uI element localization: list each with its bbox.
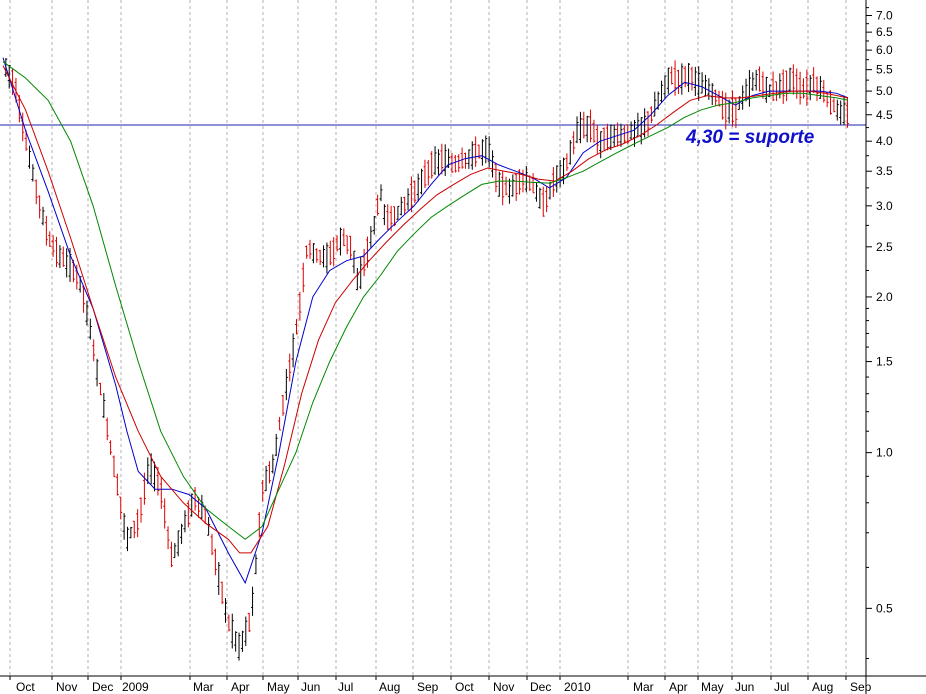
x-tick-label: May — [267, 680, 290, 694]
x-tick-label: Sep — [417, 680, 439, 694]
y-tick-label: 2.0 — [876, 290, 893, 304]
moving-average-lines — [2, 57, 849, 585]
x-tick-label: Oct — [455, 680, 474, 694]
x-tick-label: Jun — [735, 680, 754, 694]
support-annotation: 4,30 = suporte — [685, 127, 815, 148]
x-tick-label: Jun — [301, 680, 320, 694]
y-tick-label: 2.5 — [876, 240, 893, 254]
x-tick-label: Aug — [812, 680, 833, 694]
y-tick-label: 5.5 — [876, 63, 893, 77]
y-tick-label: 3.5 — [876, 164, 893, 178]
x-tick-label: Mar — [633, 680, 654, 694]
x-tick-label: Aug — [379, 680, 400, 694]
x-tick-label: Apr — [231, 680, 250, 694]
x-tick-label: Sep — [850, 680, 872, 694]
y-tick-label: 7.0 — [876, 8, 893, 22]
x-tick-label: Jul — [774, 680, 789, 694]
y-tick-label: 6.0 — [876, 43, 893, 57]
y-tick-label: 3.0 — [876, 199, 893, 213]
x-tick-label: 2010 — [564, 680, 591, 694]
x-tick-label: Oct — [16, 680, 35, 694]
x-tick-label: Apr — [669, 680, 688, 694]
x-tick-label: Nov — [56, 680, 77, 694]
y-tick-label: 1.5 — [876, 355, 893, 369]
moving-average-line-1 — [2, 57, 849, 585]
y-tick-label: 0.5 — [876, 601, 893, 615]
price-candles — [4, 58, 849, 661]
y-tick-label: 5.0 — [876, 84, 893, 98]
x-tick-label: Nov — [493, 680, 514, 694]
y-tick-label: 1.0 — [876, 446, 893, 460]
moving-average-line-2 — [2, 65, 849, 554]
x-tick-label: Dec — [530, 680, 551, 694]
x-tick-label: Dec — [92, 680, 113, 694]
x-tick-label: May — [701, 680, 724, 694]
x-tick-label: 2009 — [122, 680, 149, 694]
grid-lines — [9, 0, 847, 676]
x-tick-label: Mar — [193, 680, 214, 694]
y-tick-label: 4.5 — [876, 108, 893, 122]
x-tick-label: Jul — [338, 680, 353, 694]
y-tick-label: 4.0 — [876, 134, 893, 148]
y-tick-label: 6.5 — [876, 25, 893, 39]
moving-average-line-3 — [2, 61, 849, 540]
